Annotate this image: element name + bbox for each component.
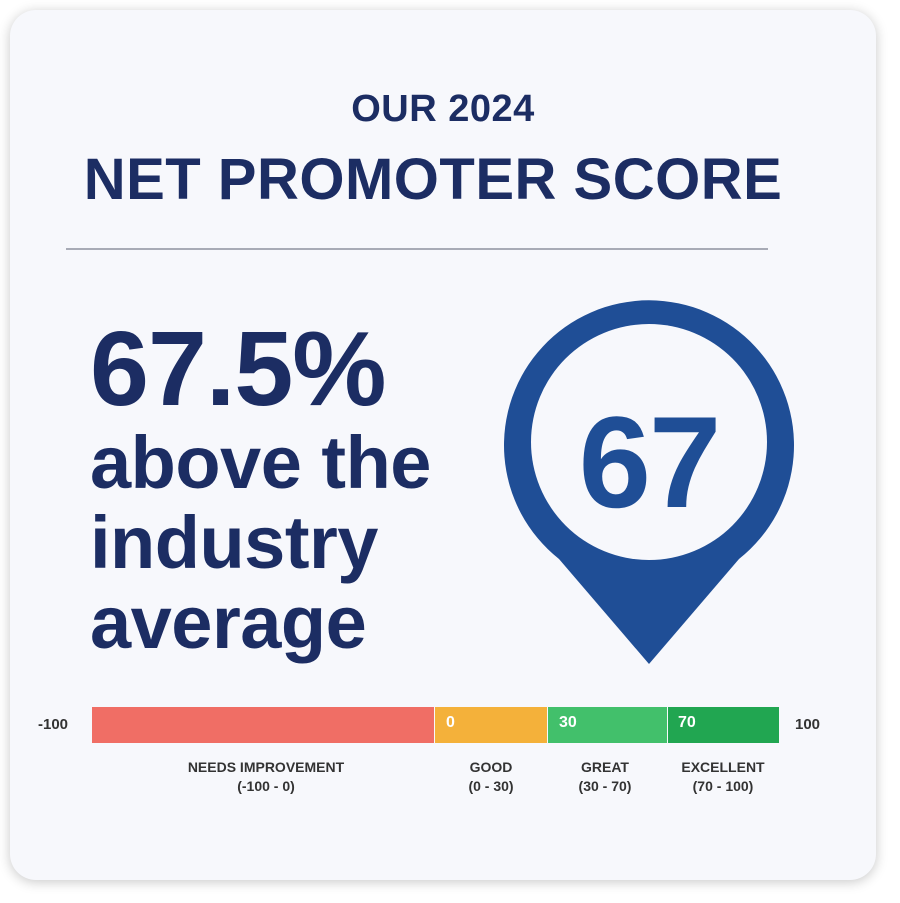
category-needs-improvement: NEEDS IMPROVEMENT (-100 - 0) <box>156 758 376 796</box>
category-name: EXCELLENT <box>681 759 765 775</box>
nps-card: OUR 2024 NET PROMOTER SCORE 67.5% above … <box>10 10 876 880</box>
category-range: (-100 - 0) <box>237 778 295 794</box>
segment-excellent-start: 70 <box>678 714 696 731</box>
segment-needs-improvement <box>92 707 434 743</box>
segment-great-start: 30 <box>559 714 577 731</box>
category-great: GREAT (30 - 70) <box>555 758 655 796</box>
category-good: GOOD (0 - 30) <box>441 758 541 796</box>
segment-good <box>435 707 547 743</box>
subtitle: OUR 2024 <box>351 88 535 130</box>
stat-line-3: average <box>90 581 367 664</box>
stat-line-1: above the <box>90 421 431 504</box>
scale-max-label: 100 <box>795 716 821 733</box>
scale-min-label: -100 <box>38 716 69 733</box>
segment-good-start: 0 <box>446 714 455 731</box>
map-pin-icon <box>504 300 794 664</box>
category-range: (70 - 100) <box>692 778 754 794</box>
category-excellent: EXCELLENT (70 - 100) <box>668 758 778 796</box>
stat-percent: 67.5% <box>90 310 387 428</box>
category-range: (0 - 30) <box>468 778 514 794</box>
category-name: GOOD <box>469 759 513 775</box>
category-name: GREAT <box>581 759 629 775</box>
segment-excellent <box>668 707 779 743</box>
segment-great <box>548 707 667 743</box>
divider <box>66 248 768 250</box>
stat-block: 67.5% above the industry average <box>90 315 431 663</box>
category-name: NEEDS IMPROVEMENT <box>187 759 345 775</box>
category-range: (30 - 70) <box>578 778 632 794</box>
page-title: NET PROMOTER SCORE <box>83 147 783 212</box>
pin-inner-circle <box>531 324 767 560</box>
score-value: 67 <box>578 389 722 535</box>
stat-line-2: industry <box>90 501 378 584</box>
